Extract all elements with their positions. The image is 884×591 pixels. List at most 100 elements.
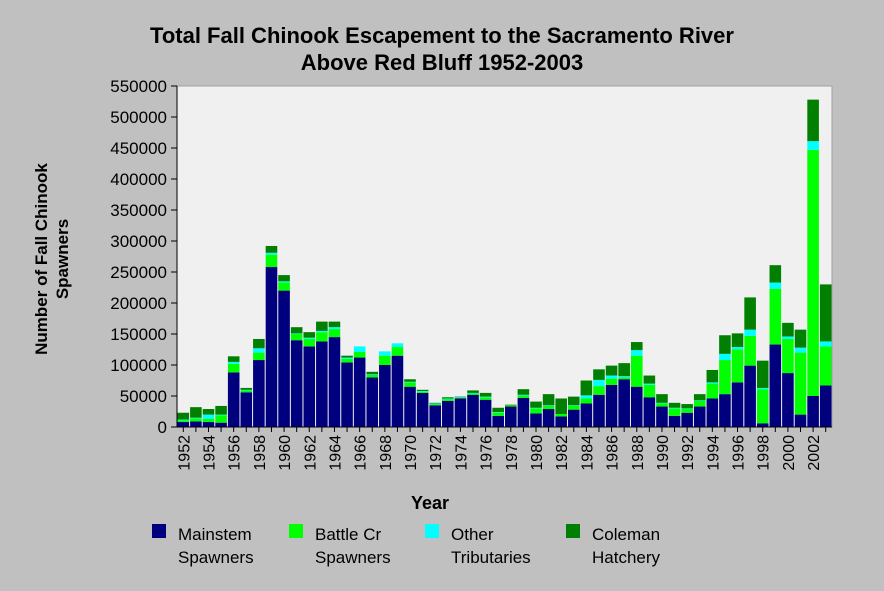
bar-segment-1994-battle	[706, 383, 719, 399]
bar-segment-1989-battle	[643, 384, 656, 398]
bar-segment-1952-mainstem	[177, 422, 190, 427]
bar-segment-1999-mainstem	[769, 344, 782, 427]
bar-segment-2003-coleman	[819, 284, 832, 342]
x-axis-label: Year	[410, 493, 450, 513]
bar-segment-1979-coleman	[517, 389, 530, 395]
bar-segment-1963-other	[316, 330, 328, 333]
bar-segment-2001-battle	[794, 352, 807, 415]
bar-segment-1989-mainstem	[643, 397, 656, 427]
legend-label-other-line-1: Other	[451, 525, 494, 544]
bar-segment-1962-battle	[303, 338, 316, 347]
bar-segment-1969-battle	[391, 347, 404, 356]
bar-segment-1958-battle	[253, 352, 265, 361]
x-tick-label: 1968	[378, 435, 395, 471]
legend-label-coleman-line-1: Coleman	[592, 525, 661, 544]
legend-label-mainstem: Mainstem Spawners	[178, 523, 254, 569]
bar-segment-1990-other	[656, 402, 668, 404]
bar-segment-1954-coleman	[202, 409, 215, 415]
bar-segment-1962-coleman	[303, 332, 316, 338]
bar-segment-1975-battle	[467, 393, 479, 395]
bar-segment-1955-battle	[215, 415, 227, 423]
bar-segment-1965-other	[341, 357, 353, 359]
legend: Mainstem Spawners Battle Cr Spawners Oth…	[0, 520, 884, 580]
bar-segment-1991-coleman	[668, 402, 681, 408]
x-tick-label: 1974	[453, 435, 470, 471]
bar-segment-1962-other	[303, 337, 316, 339]
bar-segment-2002-coleman	[807, 99, 819, 142]
x-tick-label: 1952	[176, 435, 193, 471]
bar-segment-1973-battle	[442, 399, 454, 401]
bar-segment-1985-coleman	[593, 369, 605, 380]
y-tick-label: 200000	[110, 294, 167, 313]
bar-segment-1964-other	[328, 327, 341, 330]
bar-segment-1974-coleman	[454, 396, 467, 398]
x-tick-label: 1996	[731, 435, 748, 471]
x-tick-label: 1994	[705, 435, 722, 471]
bar-segment-1982-mainstem	[555, 416, 567, 427]
x-tick-label: 1992	[680, 435, 697, 471]
x-tick-label: 1998	[756, 435, 773, 471]
chart-title: Total Fall Chinook Escapement to the Sac…	[0, 22, 884, 76]
bar-segment-1970-other	[404, 381, 416, 383]
bar-segment-1997-mainstem	[744, 365, 756, 427]
legend-swatch-coleman-hatchery	[566, 524, 580, 538]
bar-segment-1996-coleman	[731, 333, 744, 348]
bar-segment-1974-other	[454, 397, 467, 398]
bar-segment-1996-other	[731, 347, 744, 350]
bar-segment-2000-mainstem	[782, 373, 794, 427]
bar-segment-1973-other	[442, 398, 454, 400]
bar-segment-1965-battle	[341, 358, 353, 363]
axes-group: 0 50000 100000 150000 200000 250000 300000 3500…	[110, 77, 832, 471]
bar-segment-1983-battle	[567, 405, 580, 410]
bar-segment-1953-other	[190, 417, 202, 419]
x-tick-label: 1954	[202, 435, 219, 471]
bar-segment-1956-mainstem	[227, 372, 240, 427]
x-tick-label: 1984	[579, 435, 596, 471]
bar-segment-1959-other	[265, 252, 278, 255]
x-tick-label: 1964	[328, 435, 345, 471]
bar-segment-1971-coleman	[416, 389, 429, 392]
bar-segment-1981-coleman	[542, 394, 555, 406]
bar-segment-1997-coleman	[744, 297, 756, 330]
bar-segment-1964-coleman	[328, 321, 341, 328]
bar-segment-1990-mainstem	[656, 406, 668, 427]
bar-segment-1993-other	[693, 400, 706, 401]
bar-segment-1956-battle	[227, 363, 240, 373]
bar-segment-1992-coleman	[681, 404, 693, 409]
bar-segment-1987-battle	[618, 377, 630, 380]
bar-segment-1955-coleman	[215, 405, 227, 415]
bar-segment-1991-other	[668, 407, 681, 409]
bar-segment-1957-battle	[240, 390, 253, 393]
legend-label-battle-cr-line-2: Spawners	[315, 548, 391, 567]
bar-segment-1980-coleman	[530, 401, 542, 408]
bar-segment-1971-battle	[416, 391, 429, 393]
legend-label-other-line-2: Tributaries	[451, 548, 531, 567]
bar-segment-1978-coleman	[505, 404, 517, 406]
bar-segment-1968-mainstem	[379, 365, 391, 427]
bar-segment-1977-battle	[492, 412, 504, 416]
bar-segment-1986-other	[605, 375, 618, 379]
bar-segment-1991-mainstem	[668, 415, 681, 427]
bar-segment-2002-battle	[807, 149, 819, 396]
bar-segment-1952-battle	[177, 420, 190, 423]
bar-segment-1995-battle	[719, 360, 731, 395]
bar-segment-1974-battle	[454, 397, 467, 399]
bar-segment-1953-coleman	[190, 407, 202, 418]
bar-segment-1992-battle	[681, 409, 693, 413]
bar-segment-1996-mainstem	[731, 382, 744, 427]
bar-segment-1954-mainstem	[202, 422, 215, 427]
y-tick-label: 150000	[110, 325, 167, 344]
bar-segment-1975-coleman	[467, 390, 479, 393]
bar-segment-1967-other	[366, 374, 379, 375]
bar-segment-1993-battle	[693, 400, 706, 407]
y-tick-label: 100000	[110, 356, 167, 375]
bar-segment-1968-other	[379, 351, 391, 356]
bar-segment-1966-battle	[353, 351, 366, 358]
bar-segment-1961-mainstem	[290, 340, 303, 427]
x-tick-label: 1958	[252, 435, 269, 471]
bar-segment-1959-mainstem	[265, 267, 278, 427]
bar-segment-1980-other	[530, 407, 542, 409]
x-tick-label: 1962	[302, 435, 319, 471]
bar-segment-1952-other	[177, 419, 190, 421]
